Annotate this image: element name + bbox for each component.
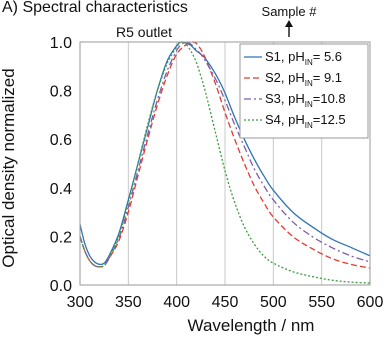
chart-title: A) Spectral characteristics [2,0,188,16]
x-tick-label: 450 [212,294,239,311]
series-lines [79,41,371,284]
legend-label-s4: S4, pHIN=12.5 [265,112,346,130]
x-tick-label: 300 [67,294,94,311]
x-tick-label: 550 [308,294,335,311]
series-line-s4 [79,41,371,284]
series-line-s1 [79,41,371,266]
y-tick-label: 0.0 [50,278,72,295]
plot-frame [79,41,371,286]
legend-label-s3: S3, pHIN=10.8 [265,91,346,109]
x-tick-label: 350 [115,294,142,311]
y-tick-label: 0.4 [50,181,72,198]
x-tick-labels: 300 350 400 450 500 550 600 [67,294,384,311]
y-tick-label: 0.2 [50,229,72,246]
series-line-s3 [79,41,371,268]
legend-label-s1: S1, pHIN= 5.6 [265,49,342,67]
x-tick-label: 600 [357,294,384,311]
legend-box [239,43,369,139]
annotation-arrow [285,20,293,37]
y-tick-label: 1.0 [50,35,72,52]
legend-label-s2: S2, pHIN= 9.1 [265,70,342,88]
legend-annotation: Sample # [262,4,318,19]
y-tick-label: 0.8 [50,84,72,101]
x-tick-label: 400 [163,294,190,311]
plot-subtitle: R5 outlet [116,24,172,40]
y-axis-label: Optical density normalized [0,68,18,267]
y-tick-label: 0.6 [50,132,72,149]
y-tick-labels: 0.0 0.2 0.4 0.6 0.8 1.0 [50,35,72,295]
legend: S1, pHIN= 5.6 S2, pHIN= 9.1 S3, pHIN=10.8 S… [239,43,369,139]
x-axis-label: Wavelength / nm [188,316,315,335]
x-tick-label: 500 [260,294,287,311]
